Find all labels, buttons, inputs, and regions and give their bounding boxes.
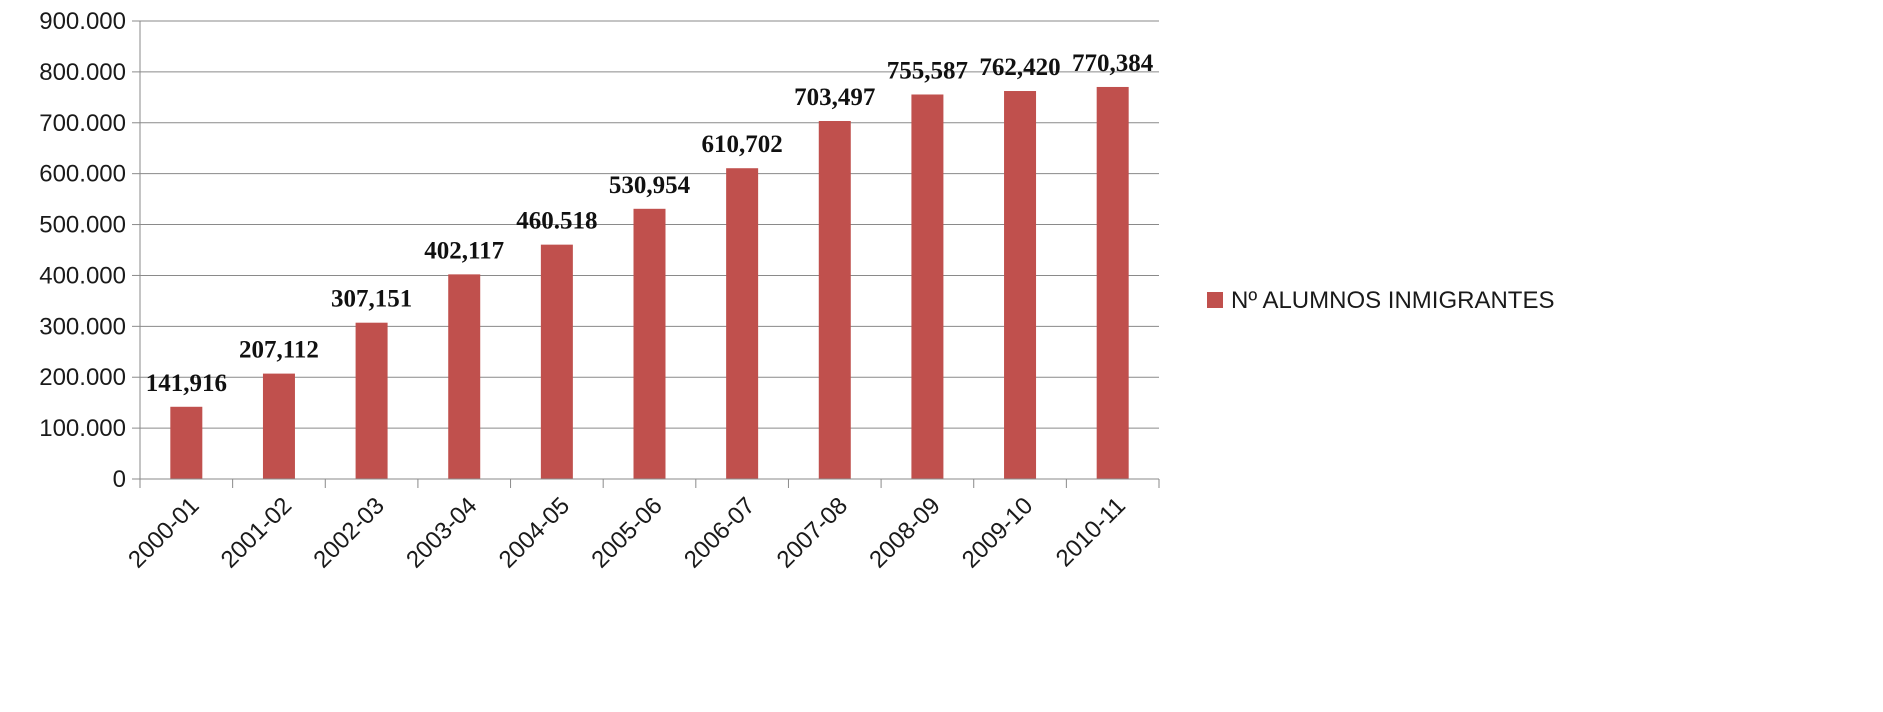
x-tick-label: 2005-06 — [586, 492, 667, 573]
bar — [726, 168, 759, 480]
x-tick-label: 2003-04 — [401, 492, 482, 573]
data-labels: 141,916 207,112 307,151 402,117 460.518 530,9… — [146, 50, 1154, 397]
bar — [1096, 86, 1129, 479]
bar — [911, 94, 944, 479]
data-label: 307,151 — [331, 286, 412, 313]
y-tick-label: 500.000 — [39, 212, 126, 239]
x-tick-label: 2002-03 — [308, 492, 389, 573]
x-tick-label: 2007-08 — [772, 492, 853, 573]
y-tick-label: 100.000 — [39, 415, 126, 442]
y-tick-label: 300.000 — [39, 313, 126, 340]
y-tick-label: 0 — [113, 466, 126, 493]
data-label: 703,497 — [794, 84, 875, 111]
bar — [633, 208, 666, 479]
x-tick-label: 2009-10 — [957, 492, 1038, 573]
x-tick-label: 2004-05 — [494, 492, 575, 573]
y-tick-label: 200.000 — [39, 364, 126, 391]
data-label: 460.518 — [516, 208, 597, 235]
bars — [170, 86, 1129, 480]
data-label: 207,112 — [239, 337, 319, 364]
bar — [818, 120, 851, 479]
bar — [540, 244, 573, 479]
y-tick-label: 600.000 — [39, 161, 126, 188]
x-tick-label: 2001-02 — [216, 492, 297, 573]
y-tick-label: 700.000 — [39, 110, 126, 137]
data-label: 762,420 — [979, 54, 1060, 81]
y-tick-label: 400.000 — [39, 262, 126, 289]
data-label: 770,384 — [1072, 50, 1154, 77]
x-tick-label: 2008-09 — [864, 492, 945, 573]
bar — [1004, 91, 1037, 479]
axes: 0 100.000 200.000 300.000 400.000 500.000 600.… — [39, 8, 1160, 574]
bar — [448, 274, 481, 479]
x-tick-label: 2010-11 — [1051, 492, 1131, 572]
x-tick-label: 2006-07 — [679, 492, 760, 573]
bar — [355, 322, 388, 479]
y-tick-label: 900.000 — [39, 8, 126, 35]
data-label: 610,702 — [702, 131, 783, 158]
data-label: 755,587 — [887, 57, 968, 84]
x-tick-label: 2000-01 — [123, 492, 204, 573]
bar — [262, 373, 295, 479]
data-label: 402,117 — [424, 237, 504, 264]
bar — [170, 406, 203, 479]
y-tick-label: 800.000 — [39, 59, 126, 86]
data-label: 530,954 — [609, 172, 691, 199]
legend: Nº ALUMNOS INMIGRANTES — [1207, 287, 1554, 314]
legend-swatch — [1207, 292, 1223, 308]
legend-label: Nº ALUMNOS INMIGRANTES — [1231, 287, 1554, 314]
data-label: 141,916 — [146, 370, 227, 397]
